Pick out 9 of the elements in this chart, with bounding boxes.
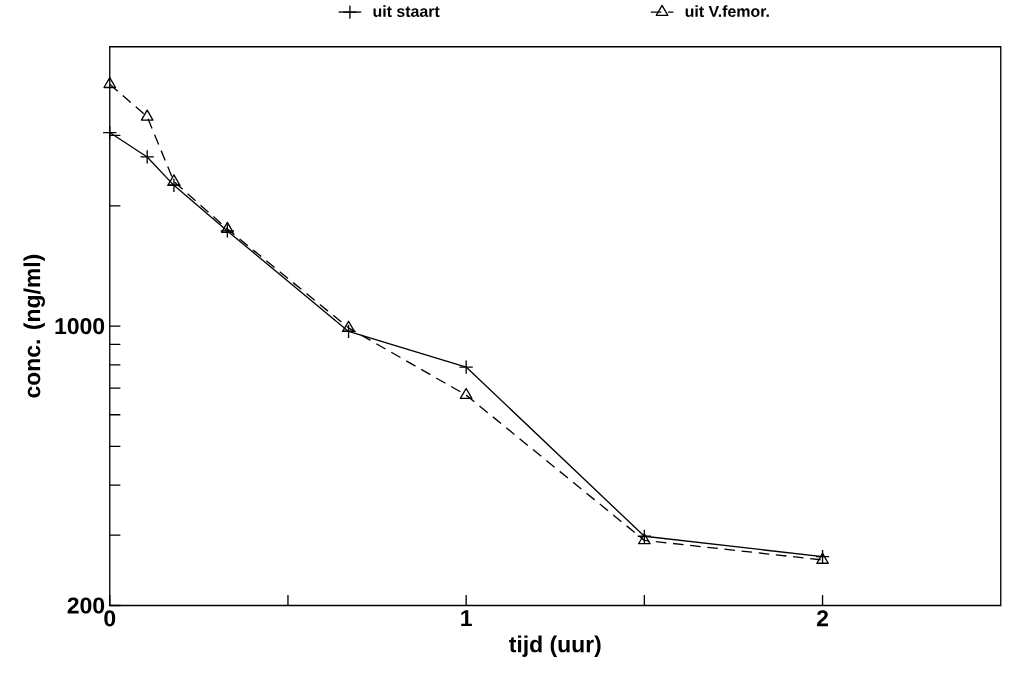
x-axis-title: tijd (uur) [509, 635, 601, 658]
legend-label: uit staart [373, 5, 440, 18]
y-axis-title: conc. (ng/ml) [23, 255, 45, 398]
x-tick-label: 2 [816, 610, 829, 627]
legend-label: uit V.femor. [685, 5, 769, 18]
x-tick-label: 0 [104, 610, 116, 627]
y-tick-label: 1000 [55, 318, 105, 335]
x-tick-label: 1 [461, 610, 472, 627]
y-tick-label: 200 [67, 597, 105, 614]
